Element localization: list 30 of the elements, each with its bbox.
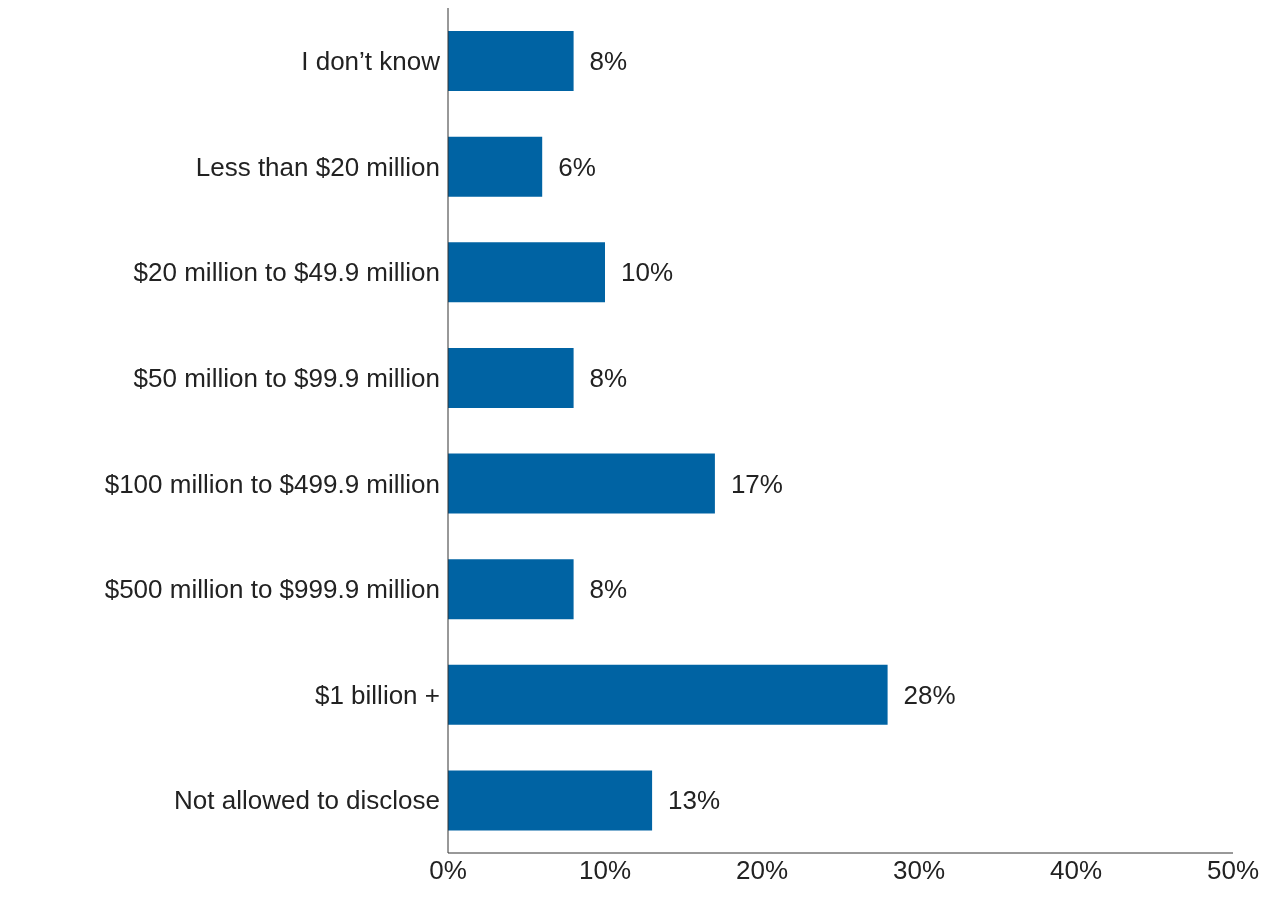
data-label: 8% — [589, 574, 628, 605]
bar — [448, 242, 605, 303]
y-tick-label: $1 billion + — [314, 679, 440, 710]
y-tick-label: Not allowed to disclose — [174, 785, 440, 816]
y-tick-label: I don’t know — [301, 46, 441, 77]
bar — [448, 559, 574, 620]
bar — [448, 347, 574, 408]
y-tick-label: $100 million to $499.9 million — [104, 468, 440, 499]
y-tick-label: $500 million to $999.9 million — [104, 574, 440, 605]
y-tick-label: $50 million to $99.9 million — [133, 362, 440, 393]
data-label: 28% — [903, 679, 956, 710]
bar — [448, 770, 653, 831]
bar — [448, 453, 715, 514]
data-label: 17% — [730, 468, 783, 499]
x-tick-label: 0% — [429, 855, 467, 886]
data-label: 8% — [589, 46, 628, 76]
y-tick-label: $20 million to $49.9 million — [133, 257, 440, 288]
bar — [448, 136, 543, 197]
x-tick-label: 10% — [578, 855, 632, 886]
y-tick-label: Less than $20 million — [195, 151, 440, 182]
x-tick-label: 40% — [1049, 855, 1103, 886]
x-tick-label: 20% — [735, 855, 789, 886]
x-tick-label: 30% — [892, 855, 946, 886]
bar — [448, 31, 574, 91]
data-label: 6% — [558, 151, 596, 182]
data-label: 8% — [589, 362, 628, 393]
x-tick-label: 50% — [1206, 855, 1260, 886]
bar — [448, 664, 888, 725]
data-label: 13% — [668, 785, 721, 816]
data-label: 10% — [621, 257, 674, 288]
